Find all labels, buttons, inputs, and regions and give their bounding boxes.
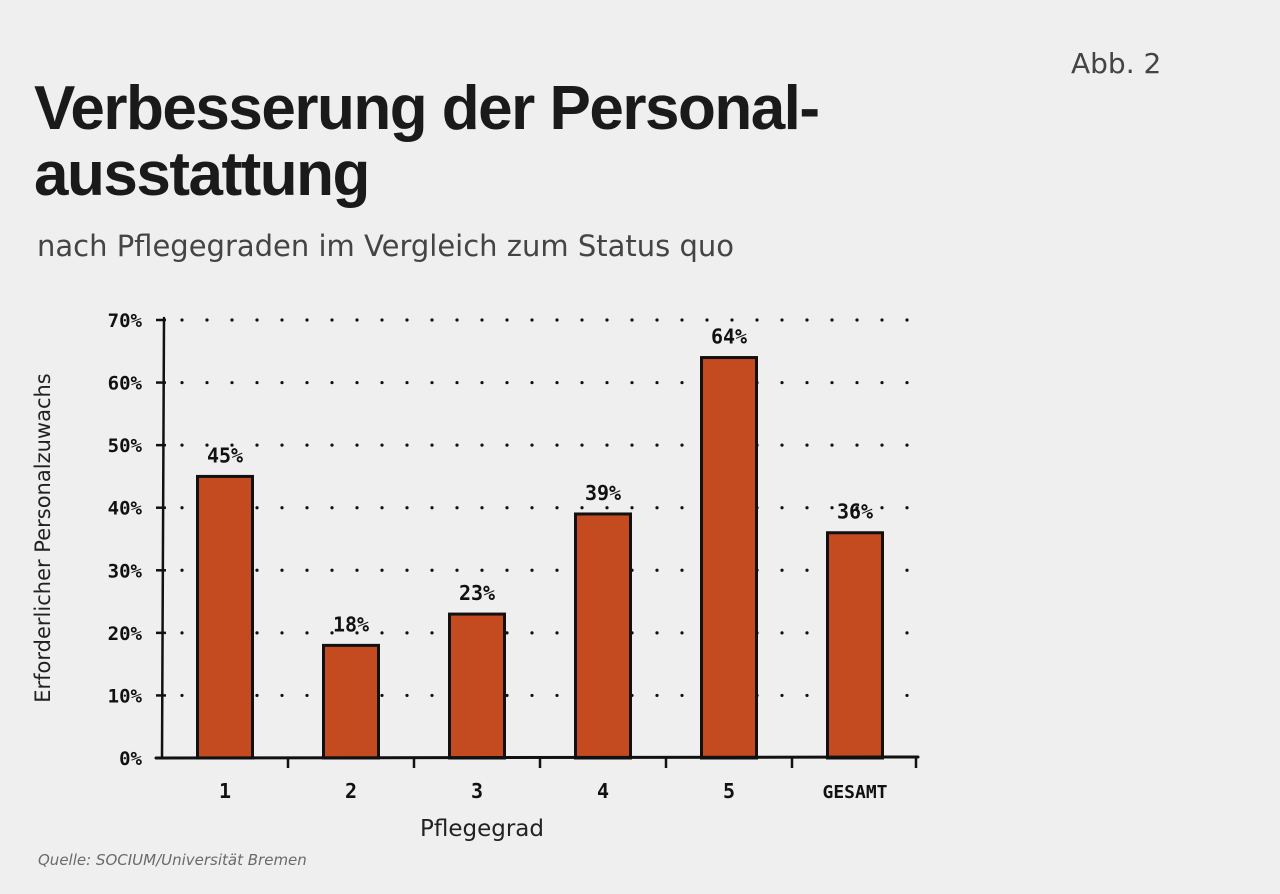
- y-tick-label: 60%: [108, 373, 143, 395]
- bar: [448, 612, 506, 760]
- data-label: 18%: [333, 612, 369, 636]
- y-tick-label: 40%: [108, 498, 143, 520]
- chart-subtitle: nach Pflegegraden im Vergleich zum Statu…: [37, 229, 734, 263]
- y-tick-label: 20%: [108, 623, 143, 645]
- x-tick-label: 4: [597, 779, 609, 803]
- y-axis-title: Erforderlicher Personalzuwachs: [31, 373, 55, 703]
- data-label: 64%: [711, 325, 747, 349]
- bar: [574, 512, 632, 760]
- x-tick-label: 2: [345, 779, 357, 803]
- figure-label: Abb. 2: [1071, 47, 1162, 80]
- bar: [196, 474, 254, 760]
- y-tick-label: 70%: [108, 310, 143, 332]
- data-label: 36%: [837, 500, 873, 524]
- x-tick-label: 3: [471, 779, 483, 803]
- bar: [322, 643, 380, 760]
- x-tick-label: 5: [723, 779, 735, 803]
- bar: [700, 356, 758, 760]
- data-label: 39%: [585, 481, 621, 505]
- y-tick-label: 50%: [108, 435, 143, 457]
- x-tick-label: GESAMT: [822, 782, 887, 803]
- chart-title: Verbesserung der Personal-ausstattung: [34, 76, 934, 208]
- chart-title-line-2: ausstattung: [34, 140, 370, 209]
- data-label: 23%: [459, 581, 495, 605]
- bar: [826, 531, 884, 760]
- y-tick-label: 0%: [119, 748, 142, 770]
- x-tick-label: 1: [219, 779, 231, 803]
- x-axis: [154, 755, 920, 760]
- chart-title-line-1: Verbesserung der Personal-: [34, 74, 820, 143]
- source-note: Quelle: SOCIUM/Universität Bremen: [38, 851, 307, 869]
- y-axis: [160, 316, 166, 760]
- data-label: 45%: [207, 443, 243, 467]
- y-tick-label: 30%: [108, 560, 143, 582]
- y-tick-label: 10%: [108, 685, 143, 707]
- x-axis-title: Pflegegrad: [420, 816, 544, 842]
